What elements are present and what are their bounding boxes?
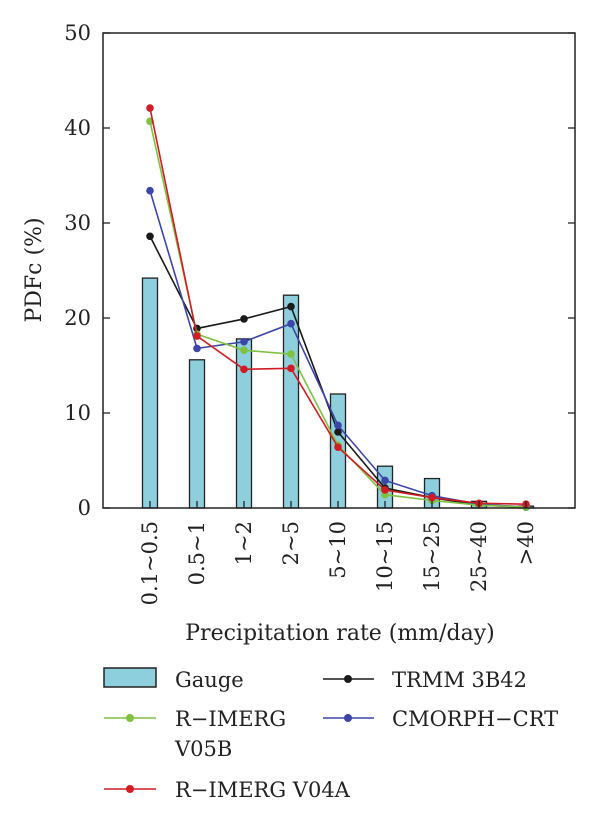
point-trmm-3b42-5-10: [334, 428, 342, 436]
x-tick-label-2-5: 2~5: [279, 521, 303, 565]
legend-item-trmm: TRMM 3B42: [323, 668, 527, 692]
bar-gauge-0-1-0-5: [141, 277, 159, 509]
point-r-imerg-v04a-10-15: [381, 486, 389, 494]
x-tick-label-5-10: 5~10: [326, 521, 350, 579]
y-tick-label-40: 40: [64, 116, 91, 140]
legend-marker-v05b: [126, 714, 134, 722]
point-r-imerg-v05b-2-5: [287, 350, 295, 358]
y-tick-label-10: 10: [64, 401, 91, 425]
legend-item-gauge: Gauge: [103, 667, 244, 692]
legend-label-trmm: TRMM 3B42: [392, 668, 527, 692]
point-cmorph-crt-5-10: [334, 421, 342, 430]
x-tick-label-10-15: 10~15: [373, 521, 397, 592]
legend-marker-cmorph: [344, 714, 352, 722]
point-trmm-3b42-1-2: [240, 315, 248, 323]
y-axis-title: PDFc (%): [22, 217, 47, 322]
point-cmorph-crt-1-2: [240, 337, 248, 346]
point-r-imerg-v04a-0-1-0-5: [146, 104, 154, 112]
point-r-imerg-v04a-0-5-1: [193, 332, 201, 340]
point-r-imerg-v04a-5-10: [334, 443, 342, 452]
legend-marker-v04a: [126, 785, 134, 793]
y-tick-label-0: 0: [78, 496, 91, 520]
legend: Gauge TRMM 3B42 R−IMERG V05B CMORPH−CRT …: [103, 667, 558, 802]
point-r-imerg-v04a-15-25: [428, 493, 436, 502]
point-r-imerg-v04a-2-5: [287, 364, 295, 373]
point-cmorph-crt-0-5-1: [193, 344, 201, 353]
x-axis: 0.1~0.5 0.5~1 1~2 2~5 5~10 10~15 15~25 25~40 >40: [138, 501, 538, 605]
bar-gauge-1-2: [235, 338, 253, 509]
legend-label-cmorph: CMORPH−CRT: [392, 707, 558, 731]
point-r-imerg-v05b-1-2: [240, 346, 248, 355]
legend-item-cmorph: CMORPH−CRT: [323, 707, 558, 731]
legend-label-v05b-line1: R−IMERG: [175, 707, 286, 731]
y-tick-label-30: 30: [64, 211, 91, 235]
x-tick-label-25-40: 25~40: [467, 521, 491, 592]
point-trmm-3b42-0-1-0-5: [146, 232, 154, 241]
y-tick-label-50: 50: [64, 21, 91, 45]
x-tick-label-15-25: 15~25: [420, 521, 444, 592]
y-tick-label-20: 20: [64, 306, 91, 330]
x-tick-label-1-2: 1~2: [232, 521, 256, 565]
point-cmorph-crt-2-5: [287, 319, 295, 328]
x-tick-label-40: >40: [514, 521, 538, 565]
legend-label-v05b-line2: V05B: [174, 737, 232, 761]
y-axis: 0 10 20 30 40 50: [64, 21, 575, 520]
point-trmm-3b42-2-5: [287, 302, 295, 311]
x-tick-label-0-5-1: 0.5~1: [185, 521, 209, 585]
point-cmorph-crt-0-1-0-5: [146, 186, 154, 195]
x-tick-label-0-1-0-5: 0.1~0.5: [138, 521, 162, 605]
bar-gauge-0-5-1: [188, 359, 206, 509]
point-r-imerg-v04a-1-2: [240, 365, 248, 374]
lines-layer: [146, 104, 530, 511]
legend-item-v04a: R−IMERG V04A: [104, 778, 351, 802]
legend-swatch-gauge: [103, 667, 157, 688]
legend-marker-trmm: [344, 675, 352, 683]
legend-item-v05b: R−IMERG V05B: [104, 707, 286, 761]
plot-frame: [102, 32, 576, 509]
legend-label-v04a: R−IMERG V04A: [175, 778, 351, 802]
legend-label-gauge: Gauge: [175, 668, 244, 692]
point-cmorph-crt-10-15: [381, 476, 389, 485]
x-axis-title: Precipitation rate (mm/day): [185, 621, 494, 646]
bars-layer: [141, 277, 535, 509]
